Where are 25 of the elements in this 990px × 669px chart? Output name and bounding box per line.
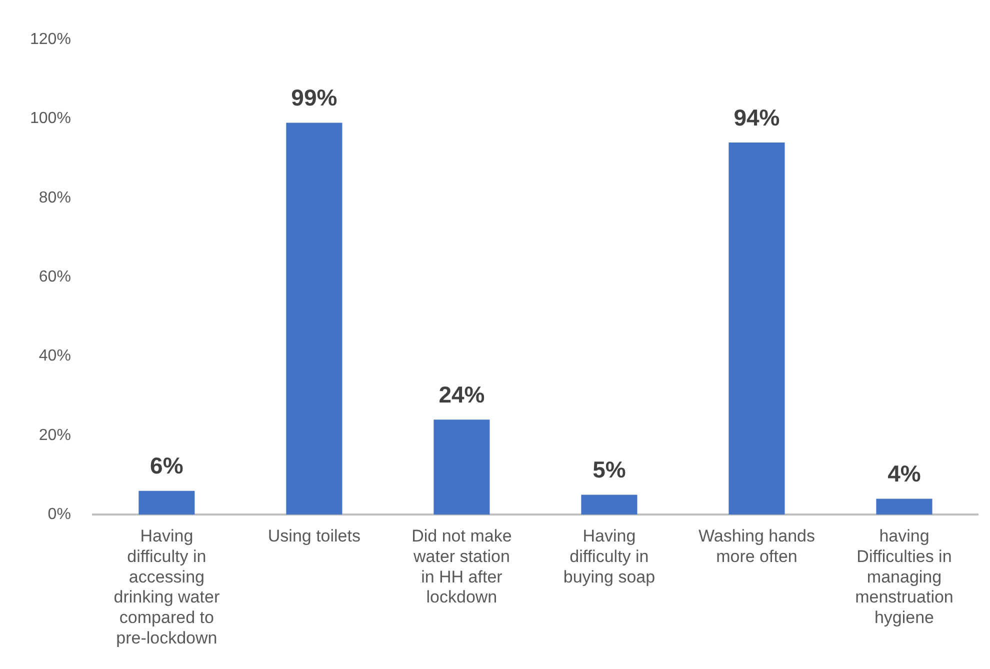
data-label: 94% [734, 104, 780, 130]
y-tick-label: 60% [38, 268, 71, 286]
x-tick-label: Did not make water station in HH after lockdown [412, 526, 512, 607]
bar [876, 498, 932, 515]
y-tick-label: 120% [30, 31, 71, 48]
bar [286, 122, 342, 515]
bar [434, 420, 490, 515]
x-tick-label: Having difficulty in buying soap [563, 526, 656, 586]
x-tick-label: Having difficulty in accessing drinking water compared to pre-lockdown [114, 526, 220, 648]
data-label: 24% [438, 381, 485, 408]
y-tick-label: 100% [30, 110, 71, 128]
bar [728, 142, 785, 515]
bar [138, 490, 195, 515]
y-tick-label: 40% [38, 348, 71, 365]
y-tick-label: 80% [38, 189, 71, 206]
data-label: 5% [592, 456, 626, 483]
x-tick-label: Using toilets [268, 526, 360, 546]
data-label: 4% [888, 460, 921, 487]
x-tick-label: Washing hands more often [698, 526, 816, 566]
data-label: 6% [150, 452, 184, 479]
x-tick-label: having Difficulties in managing menstruation hygiene [855, 526, 954, 628]
y-tick-label: 20% [38, 426, 71, 444]
bar [581, 494, 638, 515]
data-label: 99% [291, 84, 338, 111]
y-tick-label: 0% [48, 506, 71, 524]
